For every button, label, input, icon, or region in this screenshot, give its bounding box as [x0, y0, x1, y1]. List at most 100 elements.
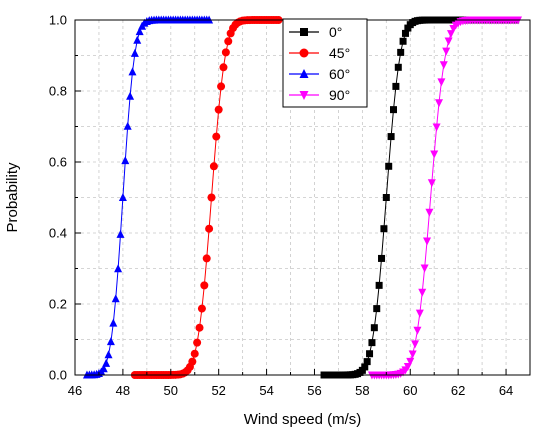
data-point	[209, 162, 218, 171]
data-point	[435, 99, 443, 108]
data-point	[444, 37, 453, 46]
data-point	[126, 91, 135, 100]
data-point	[99, 364, 108, 373]
y-axis-label: Probability	[4, 162, 21, 233]
data-point	[102, 358, 111, 367]
legend-marker	[300, 28, 308, 36]
legend: 0° 45° 60° 90°	[282, 18, 368, 108]
ticks: 46 48 50 52 54 56 58 60 62 64 0.0 0.2 0.4 0.6 0.8 1.0	[49, 13, 513, 399]
data-point	[116, 229, 125, 238]
data-point	[361, 363, 369, 371]
data-point	[432, 123, 441, 132]
legend-item: 0°	[289, 24, 342, 40]
data-point	[439, 61, 448, 70]
data-point	[205, 224, 214, 233]
legend-label: 45°	[329, 45, 350, 61]
data-point	[442, 47, 451, 56]
data-point	[425, 208, 434, 217]
data-point	[390, 106, 397, 114]
legend-marker	[299, 69, 309, 78]
data-point	[128, 67, 137, 76]
data-point	[104, 350, 113, 359]
data-point	[214, 105, 223, 114]
data-point	[188, 357, 197, 366]
x-tick-label: 52	[211, 383, 225, 398]
x-tick-label: 60	[403, 383, 417, 398]
x-tick-label: 54	[259, 383, 273, 398]
data-point	[437, 78, 446, 87]
data-point	[399, 37, 407, 45]
data-point	[415, 309, 424, 318]
data-point	[382, 194, 390, 201]
data-point	[408, 350, 417, 359]
legend-label: 90°	[329, 87, 350, 103]
data-point	[109, 318, 118, 327]
y-tick-label: 1.0	[49, 13, 67, 28]
x-tick-label: 56	[307, 383, 321, 398]
legend-item: 90°	[289, 87, 350, 103]
y-tick-label: 0.6	[49, 155, 67, 170]
data-point	[373, 305, 381, 313]
legend-box	[282, 18, 368, 108]
data-point	[224, 37, 233, 46]
data-point	[378, 254, 386, 262]
data-point	[420, 264, 429, 273]
data-point	[212, 132, 221, 141]
x-tick-label: 64	[499, 383, 513, 398]
data-point	[135, 27, 144, 36]
x-tick-label: 62	[451, 383, 465, 398]
data-point	[221, 48, 230, 57]
x-axis-label: Wind speed (m/s)	[244, 411, 362, 428]
data-point	[130, 48, 139, 57]
data-point	[106, 337, 115, 346]
data-point	[387, 133, 395, 141]
data-point	[411, 340, 420, 349]
data-point	[195, 323, 204, 332]
legend-marker	[299, 48, 309, 58]
data-point	[368, 339, 376, 347]
data-point	[197, 304, 206, 313]
data-point	[114, 264, 123, 273]
data-point	[217, 82, 226, 91]
data-point	[392, 82, 400, 90]
data-point	[370, 324, 378, 332]
x-tick-label: 48	[116, 383, 130, 398]
legend-label: 60°	[329, 66, 350, 82]
x-tick-label: 46	[68, 383, 82, 398]
data-point	[111, 294, 120, 303]
data-point	[207, 193, 216, 202]
data-point	[394, 63, 402, 71]
data-point	[133, 35, 142, 44]
data-point	[406, 357, 415, 366]
series-3	[367, 16, 523, 380]
y-tick-label: 0.8	[49, 84, 67, 99]
y-tick-label: 0.2	[49, 297, 67, 312]
legend-label: 0°	[329, 24, 342, 40]
data-point	[193, 338, 202, 347]
data-point	[202, 254, 211, 263]
x-tick-label: 58	[355, 383, 369, 398]
data-point	[385, 162, 393, 170]
grid	[75, 20, 530, 375]
data-point	[363, 358, 371, 366]
data-point	[401, 29, 409, 37]
legend-marker	[299, 91, 309, 100]
data-point	[427, 179, 436, 188]
data-point	[430, 150, 439, 159]
data-point	[366, 350, 374, 358]
data-point	[397, 48, 405, 56]
y-tick-label: 0.0	[49, 368, 67, 383]
series-2	[82, 15, 214, 379]
data-point	[190, 349, 199, 358]
x-tick-label: 50	[164, 383, 178, 398]
data-point	[423, 237, 432, 246]
data-point	[413, 326, 422, 335]
data-point	[123, 121, 132, 130]
legend-item: 45°	[289, 45, 350, 61]
data-point	[418, 288, 427, 297]
data-point	[219, 63, 228, 72]
data-point	[375, 281, 383, 289]
data-point	[121, 156, 130, 165]
data-point	[200, 281, 209, 290]
